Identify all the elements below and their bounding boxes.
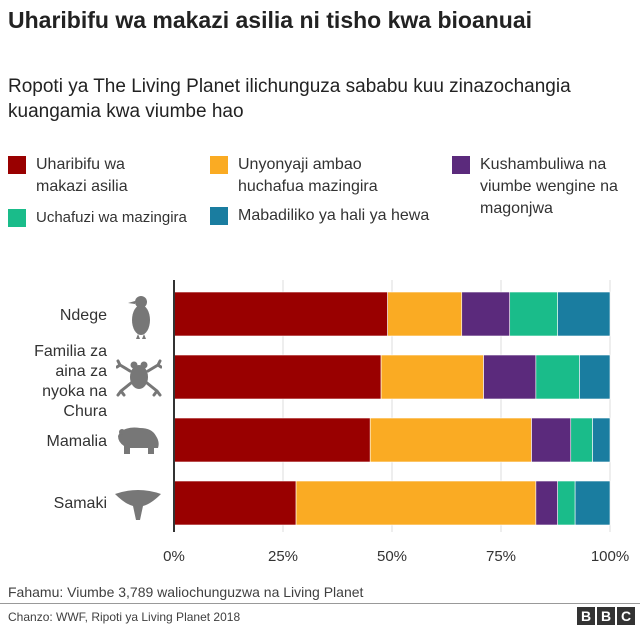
x-tick-100: 100% [590,548,630,565]
legend-item-overexploitation: Unyonyaji ambao huchafua mazingira [210,154,430,198]
legend-swatch-climate [210,207,228,225]
bar-segment-1-4 [579,354,611,400]
legend-swatch-overexploitation [210,156,228,174]
bbc-logo: B B C [577,607,635,625]
category-label-amphibians: Familia za aina za nyoka na Chura [34,343,107,420]
category-label-mamalia: Mamalia [46,433,107,450]
bar-segment-1-0 [173,354,382,400]
legend-label-pollution: Uchafuzi wa mazingira [36,209,187,226]
x-tick-25: 25% [267,548,299,565]
legend-item-climate: Mabadiliko ya hali ya hewa [210,205,450,227]
category-label-ndege: Ndege [59,307,107,324]
frog-icon [116,359,162,397]
bar-segment-2-2 [531,417,572,463]
x-tick-75: 75% [485,548,517,565]
legend-item-habitat: Uharibifu wa makazi asilia [8,154,178,198]
bear-icon [118,427,159,454]
bar-segment-2-0 [173,417,371,463]
bbc-logo-letter-1: B [577,607,595,625]
bar-segment-0-0 [173,291,388,337]
bar-segment-3-0 [173,480,297,526]
source-text: Chanzo: WWF, Ripoti ya Living Planet 201… [8,610,241,624]
legend-label-invasive-disease: Kushambuliwa na viumbe wengine na magonj… [480,156,618,217]
bbc-logo-letter-3: C [617,607,635,625]
stingray-icon [115,490,161,520]
x-tick-50: 50% [376,548,408,565]
legend-item-invasive-disease: Kushambuliwa na viumbe wengine na magonj… [452,154,637,220]
bar-segment-0-1 [387,291,463,337]
footnote: Fahamu: Viumbe 3,789 waliochunguzwa na L… [8,584,364,600]
bar-segment-3-3 [557,480,576,526]
footer-divider [0,603,640,604]
category-label-samaki: Samaki [53,495,107,512]
legend-swatch-invasive-disease [452,156,470,174]
bar-segment-3-2 [535,480,558,526]
bar-segment-2-3 [570,417,593,463]
bar-segment-2-1 [369,417,532,463]
bbc-logo-letter-2: B [597,607,615,625]
bar-segment-1-1 [380,354,484,400]
legend-item-pollution: Uchafuzi wa mazingira [8,207,208,229]
bar-segment-3-4 [574,480,611,526]
bar-segment-0-4 [557,291,611,337]
bar-segment-1-2 [483,354,537,400]
legend-swatch-pollution [8,209,26,227]
chart-subtitle: Ropoti ya The Living Planet ilichunguza … [8,76,571,122]
legend-label-overexploitation: Unyonyaji ambao huchafua mazingira [238,156,378,195]
legend-label-climate: Mabadiliko ya hali ya hewa [238,207,430,224]
x-tick-0: 0% [163,548,185,565]
legend-label-habitat: Uharibifu wa makazi asilia [36,156,128,195]
bar-segment-1-3 [535,354,580,400]
chart-title: Uharibifu wa makazi asilia ni tisho kwa … [8,7,533,33]
legend-swatch-habitat [8,156,26,174]
bar-segment-0-2 [461,291,511,337]
bar-segment-0-3 [509,291,558,337]
bar-segment-2-4 [592,417,611,463]
bird-icon [128,296,150,339]
bar-segment-3-1 [295,480,537,526]
